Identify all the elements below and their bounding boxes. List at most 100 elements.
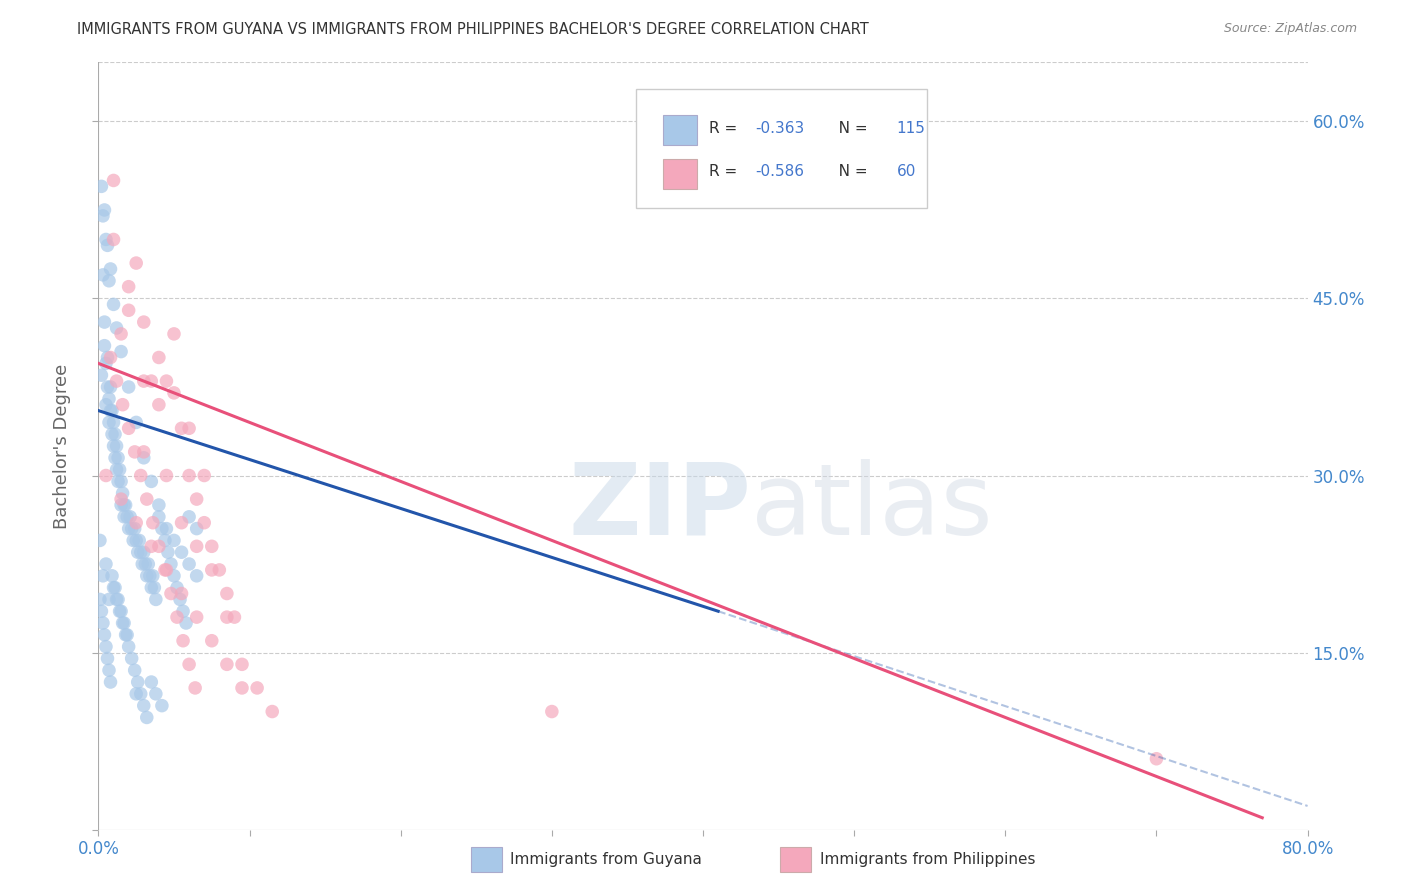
Point	[163, 533, 186, 548]
Text: IMMIGRANTS FROM GUYANA VS IMMIGRANTS FROM PHILIPPINES BACHELOR'S DEGREE CORRELAT: IMMIGRANTS FROM GUYANA VS IMMIGRANTS FRO…	[77, 22, 869, 37]
Point	[155, 522, 177, 536]
Point	[145, 687, 167, 701]
Point	[193, 468, 215, 483]
Point	[104, 581, 127, 595]
Point	[170, 545, 193, 559]
Point	[174, 615, 197, 630]
Point	[135, 492, 157, 507]
Point	[179, 657, 201, 672]
Point	[98, 392, 121, 406]
Point	[105, 592, 128, 607]
Point	[135, 569, 157, 583]
Point	[153, 533, 176, 548]
Text: 60: 60	[897, 164, 915, 179]
Point	[179, 468, 201, 483]
Point	[143, 581, 166, 595]
Point	[111, 398, 134, 412]
Point	[121, 651, 143, 665]
Point	[105, 462, 128, 476]
Point	[186, 539, 208, 553]
Point	[100, 675, 122, 690]
Point	[108, 462, 131, 476]
Point	[98, 592, 121, 607]
Text: 115: 115	[897, 121, 925, 136]
Point	[98, 663, 121, 677]
Point	[114, 628, 136, 642]
Point	[184, 681, 207, 695]
Point	[215, 610, 238, 624]
Text: N =: N =	[824, 164, 872, 179]
Point	[103, 416, 125, 430]
Point	[104, 450, 127, 465]
Point	[166, 581, 188, 595]
Point	[104, 427, 127, 442]
Point	[141, 539, 163, 553]
Point	[118, 303, 141, 318]
Point	[94, 557, 117, 571]
Point	[103, 232, 125, 246]
Point	[132, 545, 155, 559]
Point	[1144, 752, 1167, 766]
Point	[186, 522, 208, 536]
Point	[91, 615, 114, 630]
Point	[100, 380, 122, 394]
Point	[262, 705, 284, 719]
Point	[124, 445, 146, 459]
Point	[155, 374, 177, 388]
Text: -0.586: -0.586	[755, 164, 804, 179]
Point	[100, 262, 122, 277]
FancyBboxPatch shape	[664, 115, 697, 145]
Point	[125, 516, 148, 530]
Point	[224, 610, 246, 624]
Point	[170, 516, 193, 530]
Point	[193, 516, 215, 530]
Point	[129, 687, 152, 701]
Point	[148, 509, 170, 524]
Point	[93, 315, 115, 329]
Point	[91, 268, 114, 282]
Point	[112, 498, 135, 512]
Point	[96, 351, 118, 365]
Text: R =: R =	[709, 121, 742, 136]
Point	[110, 498, 132, 512]
Point	[141, 675, 163, 690]
Point	[201, 563, 224, 577]
Point	[127, 545, 149, 559]
Point	[132, 315, 155, 329]
Point	[201, 539, 224, 553]
Point	[89, 533, 111, 548]
Point	[103, 439, 125, 453]
Point	[93, 202, 115, 217]
Point	[98, 416, 121, 430]
Point	[110, 326, 132, 341]
Point	[115, 628, 138, 642]
Point	[118, 522, 141, 536]
Point	[125, 687, 148, 701]
Point	[125, 256, 148, 270]
Point	[105, 439, 128, 453]
Point	[148, 398, 170, 412]
Point	[112, 615, 135, 630]
Point	[132, 698, 155, 713]
Point	[129, 545, 152, 559]
Point	[93, 628, 115, 642]
Point	[98, 274, 121, 288]
Point	[160, 586, 183, 600]
Point	[136, 557, 159, 571]
Point	[101, 403, 124, 417]
Point	[103, 581, 125, 595]
Point	[186, 492, 208, 507]
Point	[170, 421, 193, 435]
Text: N =: N =	[824, 121, 872, 136]
Point	[163, 569, 186, 583]
Point	[91, 569, 114, 583]
Point	[141, 475, 163, 489]
Point	[132, 450, 155, 465]
Point	[108, 604, 131, 618]
Point	[150, 522, 173, 536]
Point	[122, 533, 145, 548]
Point	[142, 516, 165, 530]
Point	[90, 179, 112, 194]
Point	[155, 563, 177, 577]
Point	[129, 468, 152, 483]
